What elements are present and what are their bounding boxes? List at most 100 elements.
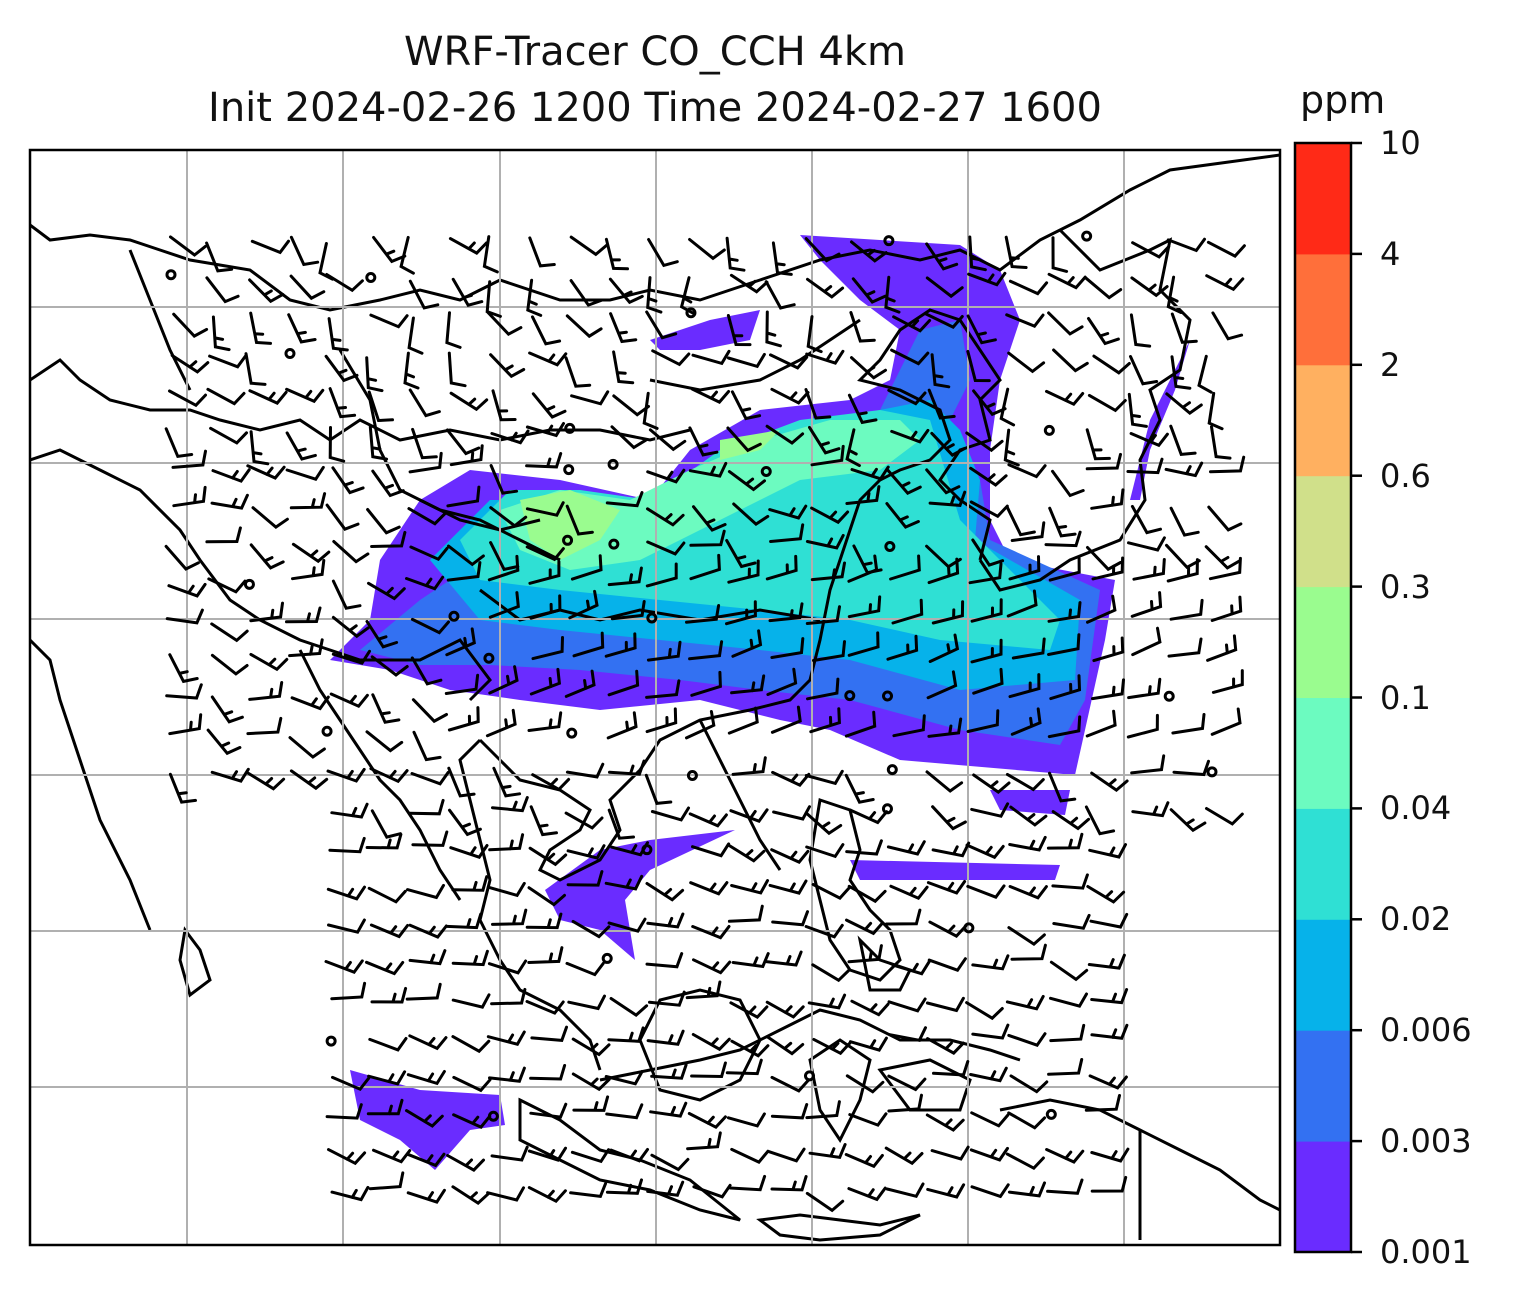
wind-barb (249, 601, 284, 623)
wind-barb (607, 566, 643, 587)
colorbar-tick-label: 2 (1380, 345, 1401, 384)
wind-barb (251, 506, 289, 529)
wind-barb (1007, 1181, 1046, 1198)
wind-barb (1127, 536, 1166, 552)
wind-barb (726, 843, 766, 863)
wind-barb (211, 468, 251, 483)
wind-barb (525, 545, 565, 562)
wind-barb (287, 313, 317, 344)
wind-barb (970, 1111, 1010, 1128)
wind-barb (289, 769, 329, 791)
colorbar-bin-1 (1295, 1030, 1351, 1142)
wind-barb (932, 1060, 970, 1077)
wind-barb (1084, 805, 1116, 836)
wind-barb (288, 736, 326, 759)
wind-barb (411, 427, 438, 460)
wind-barb (926, 1183, 966, 1199)
wind-barb (488, 665, 519, 695)
wind-barb (848, 1112, 888, 1127)
wind-barb (886, 840, 926, 856)
wind-barb (367, 1070, 407, 1086)
wind-barb (206, 387, 246, 406)
wind-barb (646, 1029, 685, 1046)
wind-barb (1007, 1032, 1047, 1047)
wind-barb (527, 946, 564, 964)
wind-barb (1006, 506, 1036, 537)
wind-barb (844, 773, 875, 804)
wind-barb (890, 428, 930, 444)
wind-barb (727, 904, 764, 923)
wind-barb (1166, 558, 1199, 583)
wind-barb (1003, 428, 1020, 467)
wind-barb (452, 1113, 492, 1129)
wind-barb (646, 912, 685, 929)
wind-barb (607, 808, 635, 840)
wind-barb (1009, 1074, 1049, 1094)
wind-barb (608, 277, 644, 305)
wind-barb (928, 920, 968, 938)
wind-barb (490, 429, 530, 445)
wind-barb (1086, 594, 1117, 624)
wind-barb (925, 1113, 965, 1132)
wind-barb (604, 1070, 644, 1086)
wind-barb (970, 598, 1003, 623)
wind-barb (768, 602, 804, 623)
wind-barb (729, 273, 769, 294)
wind-barb (732, 502, 770, 526)
wind-barb (325, 273, 364, 293)
wind-barb (766, 667, 798, 696)
calm-wind-marker (564, 422, 576, 434)
wind-barb (689, 529, 726, 547)
wind-barb (445, 311, 462, 349)
wind-barb (650, 806, 690, 822)
wind-barb (925, 276, 964, 299)
wind-barb (565, 762, 605, 779)
map-subtitle: Init 2024-02-26 1200 Time 2024-02-27 160… (208, 85, 1102, 131)
wind-barb (491, 389, 517, 422)
wind-barb (805, 605, 841, 625)
wind-barb (528, 560, 561, 585)
colorbar-bin-0 (1295, 1141, 1351, 1253)
wind-barb (768, 504, 808, 520)
wind-barb (649, 1101, 688, 1118)
wind-barb (168, 653, 199, 684)
wind-barb (971, 954, 1010, 971)
wind-barb (531, 392, 567, 419)
wind-barb (408, 451, 443, 474)
wind-barb (489, 464, 519, 495)
wind-barb (887, 1093, 923, 1113)
wind-barb (850, 240, 888, 263)
wind-barb (444, 673, 480, 695)
wind-barb (570, 390, 610, 406)
wind-barb (249, 430, 270, 466)
wind-barb (327, 1148, 367, 1166)
wind-barb (1130, 754, 1166, 775)
wind-barb (170, 354, 210, 374)
wind-barb (249, 652, 289, 672)
wind-barb (330, 802, 369, 819)
wind-barb (1047, 633, 1081, 656)
wind-barb (526, 278, 543, 317)
wind-barb (969, 1066, 1008, 1083)
wind-barb (525, 1000, 565, 1015)
wind-barb (1130, 276, 1169, 298)
wind-barb (808, 1143, 847, 1160)
wind-barb (1052, 348, 1089, 373)
wind-barb (968, 562, 1003, 585)
wind-barb (408, 279, 440, 310)
wind-barb (1009, 805, 1048, 827)
wind-barb (372, 236, 407, 264)
wind-barb (969, 500, 1009, 519)
wind-barb (849, 311, 876, 343)
wind-barb (331, 649, 371, 665)
wind-barb (368, 1171, 405, 1191)
wind-barb (642, 391, 659, 430)
calm-wind-marker (1163, 690, 1175, 702)
wind-barb (1005, 313, 1045, 329)
wind-barb (1051, 873, 1089, 890)
colorbar-tick-label: 0.04 (1380, 789, 1452, 828)
wind-barb (171, 449, 207, 469)
wind-barb (205, 526, 242, 544)
wind-barb (891, 960, 931, 976)
wind-barb (566, 870, 604, 887)
